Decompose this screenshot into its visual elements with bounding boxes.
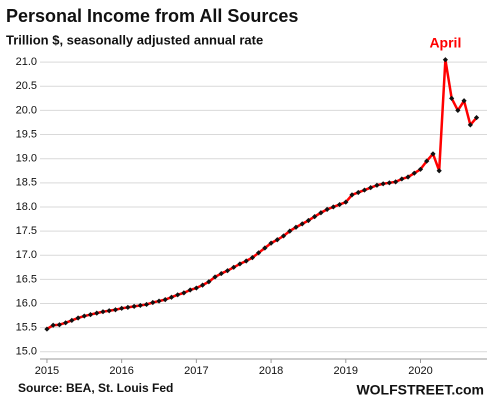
y-tick-label: 15.5 bbox=[16, 322, 37, 334]
marker bbox=[287, 228, 293, 234]
annotation: April bbox=[429, 34, 461, 50]
marker bbox=[343, 199, 349, 205]
chart-title: Personal Income from All Sources bbox=[6, 6, 298, 26]
marker bbox=[374, 182, 380, 188]
marker bbox=[424, 158, 430, 164]
marker bbox=[112, 307, 119, 313]
marker bbox=[63, 320, 69, 326]
marker bbox=[461, 98, 467, 104]
marker bbox=[399, 176, 405, 182]
marker bbox=[44, 326, 50, 332]
x-tick-label: 2019 bbox=[334, 365, 358, 377]
marker bbox=[106, 308, 112, 314]
x-tick-label: 2018 bbox=[259, 365, 283, 377]
marker bbox=[249, 255, 256, 261]
marker bbox=[50, 322, 56, 328]
marker bbox=[442, 57, 448, 63]
chart-subtitle: Trillion $, seasonally adjusted annual r… bbox=[6, 32, 263, 47]
marker bbox=[436, 168, 442, 174]
marker bbox=[336, 201, 343, 208]
marker bbox=[380, 181, 386, 187]
marker bbox=[119, 305, 125, 311]
marker bbox=[224, 268, 231, 274]
marker bbox=[237, 261, 243, 267]
marker bbox=[199, 282, 206, 288]
marker bbox=[361, 187, 368, 193]
marker bbox=[69, 317, 75, 323]
marker bbox=[386, 180, 392, 186]
marker bbox=[243, 258, 249, 264]
y-tick-label: 16.0 bbox=[16, 297, 37, 309]
y-tick-label: 18.0 bbox=[16, 201, 37, 213]
marker bbox=[212, 274, 218, 280]
marker bbox=[218, 270, 224, 277]
marker bbox=[349, 192, 355, 198]
marker bbox=[274, 237, 280, 243]
marker bbox=[175, 292, 181, 298]
marker bbox=[262, 245, 268, 251]
x-tick-label: 2016 bbox=[109, 365, 133, 377]
marker bbox=[393, 179, 399, 185]
marker bbox=[81, 313, 87, 319]
marker bbox=[162, 297, 168, 303]
marker bbox=[473, 115, 480, 121]
marker bbox=[299, 221, 305, 227]
marker bbox=[467, 122, 473, 128]
y-tick-label: 15.0 bbox=[16, 346, 37, 358]
line bbox=[46, 58, 478, 331]
x-tick-label: 2015 bbox=[35, 365, 59, 377]
marker bbox=[125, 304, 131, 310]
marker bbox=[87, 311, 94, 318]
marker bbox=[324, 206, 330, 212]
marker bbox=[430, 151, 436, 157]
credit: WOLFSTREET.com bbox=[356, 382, 484, 398]
y-tick-label: 21.0 bbox=[16, 56, 37, 68]
marker bbox=[94, 310, 100, 316]
marker bbox=[449, 95, 455, 101]
marker bbox=[168, 294, 175, 300]
marker bbox=[231, 264, 237, 270]
marker bbox=[280, 233, 287, 239]
marker bbox=[131, 303, 137, 309]
marker bbox=[137, 302, 143, 309]
marker bbox=[181, 290, 187, 296]
marker bbox=[455, 107, 461, 114]
y-tick-label: 17.0 bbox=[16, 249, 37, 261]
y-tick-label: 20.5 bbox=[16, 80, 37, 92]
marker bbox=[305, 217, 312, 224]
marker bbox=[156, 298, 162, 304]
marker bbox=[312, 214, 318, 220]
marker bbox=[411, 170, 417, 176]
marker bbox=[405, 174, 411, 180]
y-tick-label: 20.0 bbox=[16, 104, 37, 116]
marker bbox=[187, 287, 193, 293]
marker bbox=[75, 315, 81, 321]
marker bbox=[143, 301, 150, 308]
marker bbox=[150, 299, 156, 306]
marker bbox=[268, 240, 274, 246]
marker bbox=[355, 189, 361, 196]
y-tick-label: 18.5 bbox=[16, 177, 37, 189]
marker bbox=[293, 224, 299, 230]
marker bbox=[318, 210, 324, 216]
y-tick-label: 16.5 bbox=[16, 273, 37, 285]
marker bbox=[56, 322, 63, 328]
y-tick-label: 19.0 bbox=[16, 153, 37, 165]
marker bbox=[368, 185, 374, 191]
source: Source: BEA, St. Louis Fed bbox=[18, 381, 173, 395]
y-tick-label: 19.5 bbox=[16, 128, 37, 140]
marker bbox=[100, 309, 106, 315]
x-tick-label: 2020 bbox=[408, 365, 432, 377]
marker bbox=[256, 250, 262, 256]
marker bbox=[330, 204, 336, 210]
marker bbox=[417, 166, 424, 172]
marker bbox=[193, 285, 199, 291]
x-tick-label: 2017 bbox=[184, 365, 208, 377]
marker bbox=[206, 279, 212, 285]
y-tick-label: 17.5 bbox=[16, 225, 37, 237]
